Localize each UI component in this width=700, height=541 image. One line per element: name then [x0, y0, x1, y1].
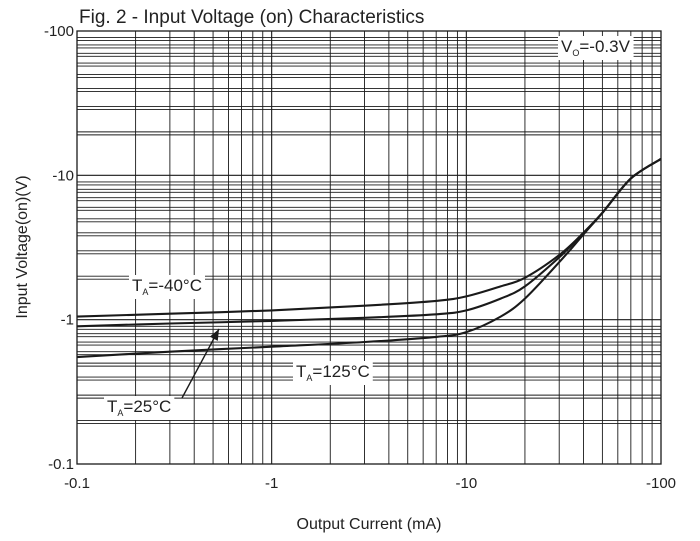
label-ta-25-backdrop [104, 396, 175, 420]
curve-ta-125 [76, 158, 662, 359]
y-tick-label: -1 [61, 312, 74, 329]
label-ta-25: TA=25°C [104, 396, 175, 420]
arrow-line [181, 328, 220, 399]
label-vo-condition-text: VO=-0.3V [561, 37, 631, 58]
x-axis-label: Output Current (mA) [297, 516, 442, 533]
label-ta-minus40-backdrop [129, 275, 205, 299]
arrow-head [209, 329, 219, 341]
x-tick-label: -0.1 [64, 475, 90, 492]
label-ta-125: TA=125°C [293, 361, 373, 385]
chart-title: Fig. 2 - Input Voltage (on) Characterist… [79, 7, 424, 28]
y-axis-label: Input Voltage(on)(V) [14, 175, 31, 318]
tick-labels: -0.1 -1 -10 -100 -100 -10 -1 -0.1 [44, 23, 676, 492]
curves [76, 158, 662, 359]
label-ta-minus40-text: TA=-40°C [132, 276, 202, 297]
annotations: TA=-40°C TA=125°C TA=25°C VO=-0.3V [104, 36, 634, 420]
label-ta-125-backdrop [293, 361, 373, 385]
y-tick-label: -10 [52, 167, 74, 184]
label-vo-condition: VO=-0.3V [558, 36, 634, 60]
label-vo-condition-backdrop [558, 36, 634, 60]
label-ta-25-text: TA=25°C [107, 397, 171, 418]
x-tick-label: -100 [646, 475, 676, 492]
plot-frame [76, 30, 662, 465]
y-tick-label: -0.1 [48, 456, 74, 473]
label-ta-125-text: TA=125°C [296, 362, 370, 383]
label-ta-minus40: TA=-40°C [129, 275, 205, 299]
y-tick-label: -100 [44, 23, 74, 40]
x-tick-label: -10 [455, 475, 477, 492]
x-tick-label: -1 [265, 475, 278, 492]
